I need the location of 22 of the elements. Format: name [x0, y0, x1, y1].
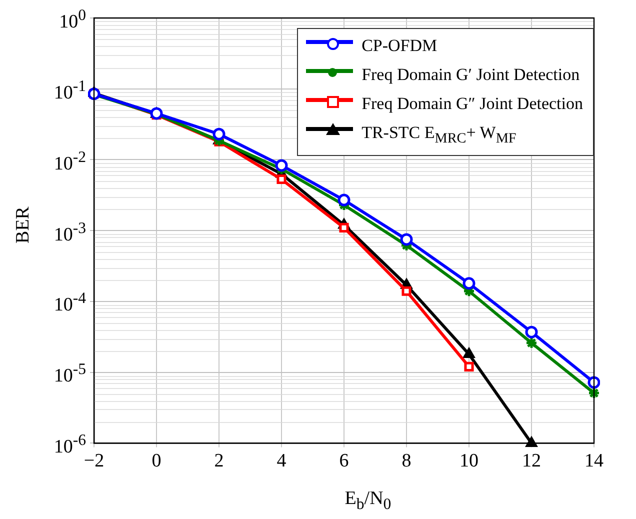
x-tick-label: 2 — [214, 450, 224, 472]
y-tick-label: 10$^{-4}$ — [54, 289, 86, 317]
x-tick-label: 12 — [522, 450, 541, 472]
legend-label: CP-OFDM — [362, 36, 438, 55]
x-tick-label: 14 — [584, 450, 604, 472]
x-tick-label: 0 — [152, 450, 162, 472]
x-tick-label: −2 — [84, 450, 104, 472]
x-tick-label: 6 — [339, 450, 349, 472]
legend-label: Freq Domain G′ Joint Detection — [362, 65, 580, 84]
x-tick-label: 10 — [460, 450, 478, 472]
legend-label: Freq Domain G″ Joint Detection — [362, 94, 583, 113]
x-tick-label: 8 — [402, 450, 412, 472]
y-tick-label: 10$^{-1}$ — [54, 76, 86, 104]
y-tick-label: 10$^{-5}$ — [54, 360, 86, 388]
y-tick-label: 10$^{0}$ — [59, 6, 86, 34]
x-axis-title: E$_{b}$/N$_{0}$ — [344, 488, 392, 514]
y-tick-label: 10$^{-6}$ — [54, 432, 86, 458]
y-tick-label: 10$^{-2}$ — [54, 148, 86, 176]
y-axis-title: BER — [12, 206, 34, 243]
legend-label: TR-STC E$_{MRC}$+ W$_{MF}$ — [362, 123, 516, 146]
y-tick-label: 10$^{-3}$ — [54, 218, 86, 246]
x-tick-label: 4 — [276, 450, 287, 472]
